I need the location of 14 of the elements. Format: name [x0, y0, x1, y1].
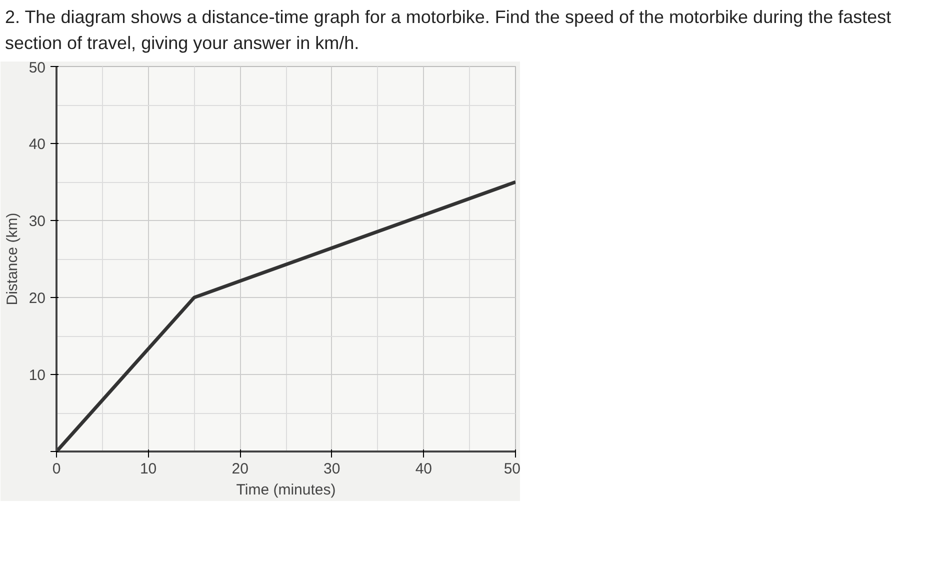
y-tick-label: 30 [28, 213, 46, 230]
x-tick-label: 10 [140, 460, 157, 478]
y-axis-title: Distance (km) [4, 213, 21, 306]
chart-title: 2. The diagram shows a distance-time graph for a motorbike. Find the speed of the motorbike during the fastest section of travel, giving your answer in km/h. [5, 6, 892, 55]
x-tick-label: 40 [415, 460, 432, 478]
x-tick-label: 30 [324, 460, 340, 478]
x-tick-label: 20 [232, 460, 248, 478]
y-tick-label: 10 [28, 367, 46, 384]
x-tick-label: 0 [52, 460, 61, 478]
y-tick-label: 50 [28, 60, 46, 77]
y-tick-label: 20 [28, 290, 46, 308]
y-tick-label: 40 [28, 136, 46, 154]
x-tick-label: 50 [504, 460, 521, 478]
x-axis-title: Time (minutes) [236, 482, 336, 499]
